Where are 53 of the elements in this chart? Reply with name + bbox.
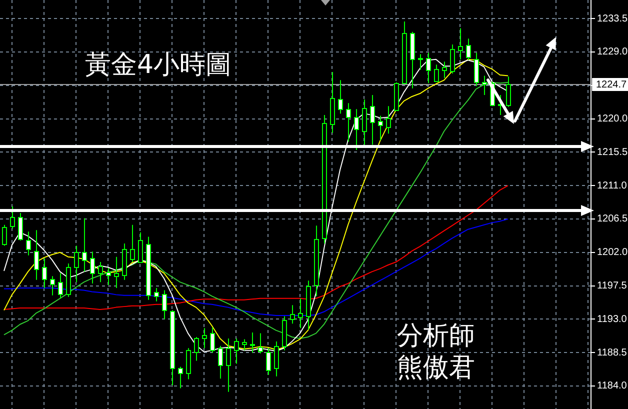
candlestick [98,262,103,283]
candlestick [378,115,383,141]
candlestick [2,224,7,246]
candlestick [154,288,159,302]
y-tick-label: 1233.5 [597,13,628,24]
y-tick-label: 1206.5 [597,214,628,225]
candlestick [186,348,191,380]
candlestick [106,267,111,286]
candlestick [386,106,391,134]
candlestick [234,338,239,364]
text: 黃金4小時圖 [85,50,232,80]
candlestick [242,338,247,351]
candlestick [226,338,231,392]
candlestick [162,290,167,320]
candlestick [202,328,207,349]
y-tick-label: 1220.0 [597,114,628,125]
candlestick [298,298,303,329]
candlestick [290,304,295,324]
candlestick [114,256,119,289]
candlestick [50,276,55,296]
y-tick-label: 1202.0 [597,247,628,258]
annotation: 熊傲君 [397,353,475,383]
candlestick [194,336,199,362]
annotation: 分析師 [397,321,475,351]
candlestick [434,64,439,82]
candlestick [90,251,95,284]
candlestick [10,206,15,230]
candlestick [74,245,79,283]
candlestick [482,75,487,96]
y-tick-label: 1211.0 [597,180,628,192]
candlestick [274,340,279,377]
candlestick [346,102,351,142]
candlestick [506,76,511,108]
y-tick-label: 1188.5 [597,347,628,358]
candlestick [450,44,455,74]
y-tick-label: 1229.0 [597,46,628,58]
ref-line-label: 1224.7 [596,79,628,90]
y-tick-label: 1197.5 [597,280,628,292]
candlestick [362,98,367,146]
candlestick [138,232,143,264]
candlestick [130,224,135,263]
y-tick-label: 1193.0 [597,314,628,325]
y-tick-label: 1184.0 [597,380,628,392]
candlestick [58,272,63,299]
candlestick [178,366,183,389]
candlestick [442,61,447,78]
candlestick [34,230,39,280]
candlestick [82,218,87,272]
candlestick [338,80,343,114]
y-tick-label: 1215.5 [597,146,628,158]
candlestick [26,231,31,256]
candlestick [458,28,463,60]
candlestick [42,258,47,289]
